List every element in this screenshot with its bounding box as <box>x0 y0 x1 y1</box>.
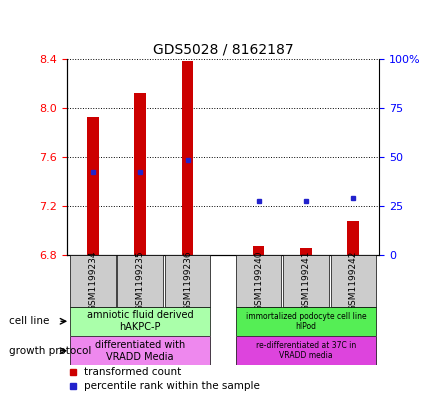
Bar <box>235 336 375 365</box>
Bar <box>252 246 264 255</box>
Bar <box>347 221 358 255</box>
Bar <box>181 61 193 255</box>
Bar <box>70 255 115 307</box>
Bar <box>134 94 146 255</box>
Text: GSM1199242: GSM1199242 <box>348 251 357 311</box>
Bar <box>235 307 375 336</box>
Text: transformed count: transformed count <box>84 367 181 377</box>
Bar <box>70 307 210 336</box>
Text: GSM1199236: GSM1199236 <box>183 251 192 311</box>
Bar <box>330 255 375 307</box>
Text: differentiated with
VRADD Media: differentiated with VRADD Media <box>95 340 185 362</box>
Bar <box>117 255 163 307</box>
Text: GSM1199235: GSM1199235 <box>135 251 144 311</box>
Bar <box>87 117 98 255</box>
Text: percentile rank within the sample: percentile rank within the sample <box>84 381 259 391</box>
Bar <box>235 255 281 307</box>
Text: immortalized podocyte cell line
hIPod: immortalized podocyte cell line hIPod <box>245 312 366 331</box>
Text: amniotic fluid derived
hAKPC-P: amniotic fluid derived hAKPC-P <box>87 310 193 332</box>
Bar <box>299 248 311 255</box>
Title: GDS5028 / 8162187: GDS5028 / 8162187 <box>152 42 293 56</box>
Text: re-differentiated at 37C in
VRADD media: re-differentiated at 37C in VRADD media <box>255 341 355 360</box>
Bar <box>283 255 328 307</box>
Bar <box>164 255 210 307</box>
Bar <box>70 336 210 365</box>
Text: growth protocol: growth protocol <box>9 346 91 356</box>
Text: GSM1199241: GSM1199241 <box>301 251 310 311</box>
Text: cell line: cell line <box>9 316 49 326</box>
Text: GSM1199234: GSM1199234 <box>88 251 97 311</box>
Text: GSM1199240: GSM1199240 <box>253 251 262 311</box>
